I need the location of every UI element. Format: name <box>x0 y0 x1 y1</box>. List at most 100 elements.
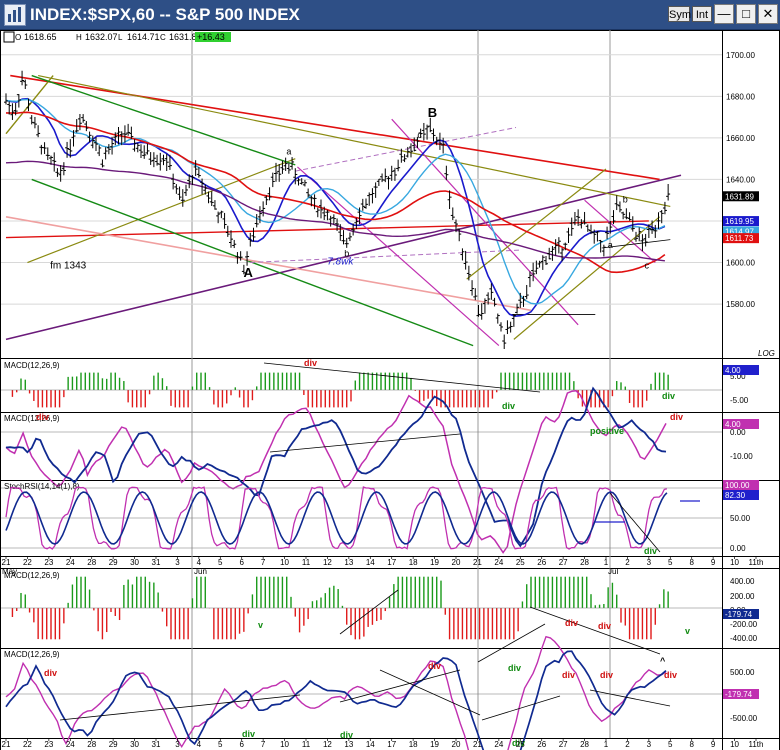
x-axis-label: 5 <box>218 558 223 567</box>
interval-button[interactable]: Int <box>692 6 712 22</box>
x-axis-label: 18 <box>409 558 418 567</box>
price-bar <box>74 119 79 133</box>
price-bar <box>94 136 98 152</box>
x-axis-label: 3 <box>647 740 652 749</box>
price-bar <box>55 168 60 177</box>
price-bar <box>309 195 314 207</box>
price-bar <box>376 178 381 186</box>
price-bar <box>20 70 25 86</box>
price-bar <box>402 154 407 163</box>
maximize-button[interactable]: □ <box>736 4 756 24</box>
price-bar <box>10 103 15 120</box>
x-axis-strip: 21 22 23 24 28 29 30 31 3 4 5 6 7 10 11 12 13 14 17 18 19 20 2… <box>2 556 763 576</box>
x-axis-label: 28 <box>580 740 589 749</box>
indicator-label: MACD(12,26,9) <box>4 650 60 659</box>
indicator-annotation: div <box>598 621 611 631</box>
price-bar <box>49 155 53 165</box>
readout-key-high: H <box>76 33 82 42</box>
red-support-line <box>5 220 649 239</box>
price-bar <box>569 217 574 236</box>
price-bar <box>26 98 31 112</box>
price-bar <box>45 147 50 161</box>
price-bar <box>437 132 442 150</box>
price-bar <box>412 137 417 152</box>
price-bar <box>29 115 34 125</box>
price-bar <box>32 116 37 129</box>
x-axis-label: 8 <box>689 558 694 567</box>
x-axis-label: 21 <box>473 740 482 749</box>
x-axis-label: 10 <box>730 740 739 749</box>
indicator-tick-label: -10.00 <box>730 452 753 461</box>
price-bar <box>319 199 323 219</box>
dashed-purple-lower <box>250 249 521 264</box>
minimize-button[interactable]: — <box>714 4 734 24</box>
price-bar <box>650 220 655 234</box>
x-axis-label: 8 <box>689 740 694 749</box>
price-bar <box>585 224 590 232</box>
indicator-label: MACD(12,26,9) <box>4 414 60 423</box>
symbol-button[interactable]: Sym <box>668 6 691 22</box>
price-gridlines <box>1 54 722 305</box>
indicator-annotation: div <box>565 618 578 628</box>
price-bar <box>409 143 413 158</box>
price-annotation: a <box>286 146 291 156</box>
price-bar <box>296 178 301 186</box>
price-bar <box>608 220 613 234</box>
x-axis-label: 22 <box>23 558 32 567</box>
indicator-annotation: div <box>304 358 317 368</box>
price-bar <box>219 210 224 219</box>
price-bar <box>537 260 542 268</box>
x-axis-month-label: Jun <box>194 567 207 576</box>
price-bar <box>425 124 430 140</box>
price-bar <box>7 101 12 115</box>
price-bar <box>640 234 645 252</box>
price-bar <box>206 191 211 204</box>
price-bar <box>87 131 92 143</box>
indicator-annotation: div <box>340 730 353 740</box>
price-bar <box>550 246 555 261</box>
price-bar <box>357 207 362 225</box>
price-bar <box>248 232 253 247</box>
price-bar <box>499 322 503 332</box>
indicator-label: MACD(12,26,9) <box>4 571 60 580</box>
x-axis-label: 9 <box>711 558 716 567</box>
readout-high: 1632.07 <box>85 32 118 42</box>
x-axis-label: 31 <box>152 740 161 749</box>
indicator-value-flag-label: -179.74 <box>725 690 753 699</box>
close-button[interactable]: ✕ <box>758 4 778 24</box>
price-bar <box>116 127 121 145</box>
indicator-value-flag-label: 100.00 <box>725 481 750 490</box>
x-axis-label: 12 <box>323 740 332 749</box>
x-axis-label: 11 <box>302 558 311 567</box>
price-bar <box>84 121 89 132</box>
olive-line-upper <box>5 75 54 135</box>
price-bar <box>302 179 307 187</box>
macd2-trendline <box>481 695 561 721</box>
price-bar <box>58 165 63 182</box>
price-bar <box>418 128 423 138</box>
price-bar <box>177 186 182 200</box>
x-axis-month-label: May <box>2 567 17 576</box>
macd-histogram-panel-2 <box>0 568 723 649</box>
readout-key-open: O <box>15 33 21 42</box>
price-bar <box>553 239 558 256</box>
price-annotation: A <box>243 265 253 280</box>
indicator-value-flag: -179.74 <box>723 689 759 699</box>
price-bar <box>171 173 176 190</box>
price-bar <box>110 136 115 155</box>
x-axis-label: 30 <box>130 558 139 567</box>
pink-line <box>5 216 532 312</box>
price-bar <box>341 230 346 245</box>
price-bar <box>180 189 185 207</box>
readout-change: +16.43 <box>197 32 225 42</box>
price-bar <box>216 211 221 224</box>
price-bar <box>65 141 70 158</box>
x-axis-label: 21 <box>473 558 482 567</box>
x-axis-label: 27 <box>559 740 568 749</box>
price-bar <box>293 168 298 185</box>
indicator-tick-label: -500.00 <box>730 714 758 723</box>
stock-chart[interactable]: 1700.001680.001660.001640.001620.001600.… <box>0 30 780 750</box>
price-bar <box>52 152 57 172</box>
x-axis-label: 10 <box>730 558 739 567</box>
x-axis-label: 10 <box>280 558 289 567</box>
